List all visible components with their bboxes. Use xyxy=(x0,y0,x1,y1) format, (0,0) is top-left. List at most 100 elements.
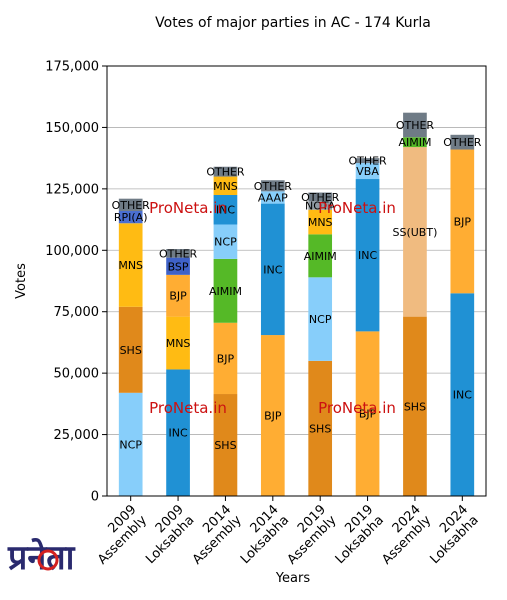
bar-segment xyxy=(355,331,380,496)
segment-label: AIMIM xyxy=(304,250,337,263)
y-tick-label: 25,000 xyxy=(54,428,100,443)
bar-segment xyxy=(213,176,238,195)
chart-title: Votes of major parties in AC - 174 Kurla xyxy=(155,15,431,31)
segment-labels: NCPSHSMNSRPI(A)OTHERINCMNSBJPBSPOTHERSHS… xyxy=(112,119,482,452)
bar-segment xyxy=(213,394,238,496)
x-tick-label: 2024Loksabha xyxy=(417,502,482,567)
logo-text: प्रनेता xyxy=(7,537,76,578)
bar-segment xyxy=(308,201,333,210)
bar-segment xyxy=(260,191,285,204)
segment-label: BJP xyxy=(217,352,235,365)
segment-label: MNS xyxy=(213,180,238,193)
y-tick-label: 75,000 xyxy=(54,305,100,320)
ProNeta-logo-icon: प्रनेता xyxy=(7,537,76,578)
x-tick-label: 2024Assembly xyxy=(369,502,435,568)
watermark: ProNeta.in xyxy=(149,399,227,417)
segment-label: INC xyxy=(358,249,377,262)
bar-segment xyxy=(213,166,238,177)
segment-label: NCP xyxy=(119,438,142,451)
plot-frame xyxy=(106,65,487,497)
bar-segment xyxy=(166,249,190,258)
segment-label: MNS xyxy=(166,337,191,350)
bar-segment xyxy=(260,180,285,192)
segment-label: BJP xyxy=(454,215,472,228)
bars xyxy=(118,112,475,496)
segment-label: SHS xyxy=(309,422,331,435)
y-tick-label: 150,000 xyxy=(45,121,99,136)
bar-segment xyxy=(355,163,380,180)
bar-segment xyxy=(118,210,143,224)
segment-label: SHS xyxy=(120,344,142,357)
segment-label: INC xyxy=(216,204,235,217)
segment-label: BJP xyxy=(264,410,282,423)
segment-label: BJP xyxy=(359,408,377,421)
y-tick-label: 50,000 xyxy=(54,367,100,382)
bar-segment xyxy=(166,369,190,496)
segment-label: OTHER xyxy=(396,119,435,132)
x-axis-title: Years xyxy=(275,571,311,586)
segment-label: SS(UBT) xyxy=(393,226,438,239)
bar-segment xyxy=(213,258,238,323)
segment-label: VBA xyxy=(356,165,379,178)
segment-label: OTHER xyxy=(112,199,151,212)
bar-segment xyxy=(118,223,143,307)
segment-label: OTHER xyxy=(254,180,293,193)
y-tick-label: 0 xyxy=(91,490,99,505)
segment-label: NCP xyxy=(309,313,332,326)
bar-segment xyxy=(308,234,333,278)
bar-segment xyxy=(213,322,238,395)
segment-label: AIMIM xyxy=(398,136,431,149)
bar-segment xyxy=(308,192,333,202)
watermarks: ProNeta.in ProNeta.in ProNeta.in ProNeta.in xyxy=(149,199,396,417)
x-tick-label: 2014Loksabha xyxy=(227,502,292,567)
bar-segment xyxy=(166,274,190,317)
bar-segment xyxy=(260,203,285,336)
x-tick-label: 2019Assembly xyxy=(274,502,340,568)
logo-dot-icon xyxy=(37,549,59,571)
segment-label: NCP xyxy=(214,236,237,249)
segment-label: OTHER xyxy=(301,191,340,204)
y-axis-title: Votes xyxy=(14,263,29,299)
bar-segment xyxy=(308,209,333,235)
bar-segment xyxy=(355,158,380,164)
bar-segment xyxy=(355,179,380,332)
bar-segment xyxy=(403,137,427,148)
bar-segment xyxy=(450,134,475,150)
watermark: ProNeta.in xyxy=(149,199,227,217)
watermark: ProNeta.in xyxy=(318,199,396,217)
bar-segment xyxy=(118,306,143,393)
watermark: ProNeta.in xyxy=(318,399,396,417)
y-tick-label: 100,000 xyxy=(45,244,99,259)
x-tick-label: 2009Loksabha xyxy=(133,502,198,567)
segment-label: OTHER xyxy=(348,155,387,168)
segment-label: BSP xyxy=(168,260,189,273)
bar-segment xyxy=(403,316,427,496)
bar-segment xyxy=(166,316,190,370)
bar-segment xyxy=(403,147,427,317)
bar-segment xyxy=(213,224,238,259)
x-tick-label: 2009Assembly xyxy=(85,502,151,568)
bar-segment xyxy=(308,360,333,496)
bar-segment xyxy=(118,198,143,211)
y-axis: 0 25,000 50,000 75,000 100,000 125,000 150,000… xyxy=(45,60,107,505)
x-tick-label: 2014Assembly xyxy=(179,502,245,568)
segment-label: OTHER xyxy=(206,166,245,179)
segment-label: OTHER xyxy=(159,247,198,260)
segment-label: RPI(A) xyxy=(114,211,148,224)
bar-segment xyxy=(166,257,190,275)
segment-label: SHS xyxy=(214,439,236,452)
segment-label: OTHER xyxy=(443,136,482,149)
segment-label: INC xyxy=(263,263,282,276)
segment-label: BJP xyxy=(169,290,187,303)
bar-segment xyxy=(403,112,427,138)
x-tick-label: 2019Loksabha xyxy=(322,502,387,567)
bar-segment xyxy=(450,293,475,496)
bar-segment xyxy=(118,392,143,496)
bar-segment xyxy=(213,195,238,225)
bar-segment xyxy=(450,149,475,294)
segment-label: AAAP xyxy=(258,191,288,204)
segment-label: INC xyxy=(168,427,187,440)
bar-segment xyxy=(308,277,333,361)
y-tick-label: 175,000 xyxy=(45,60,99,75)
